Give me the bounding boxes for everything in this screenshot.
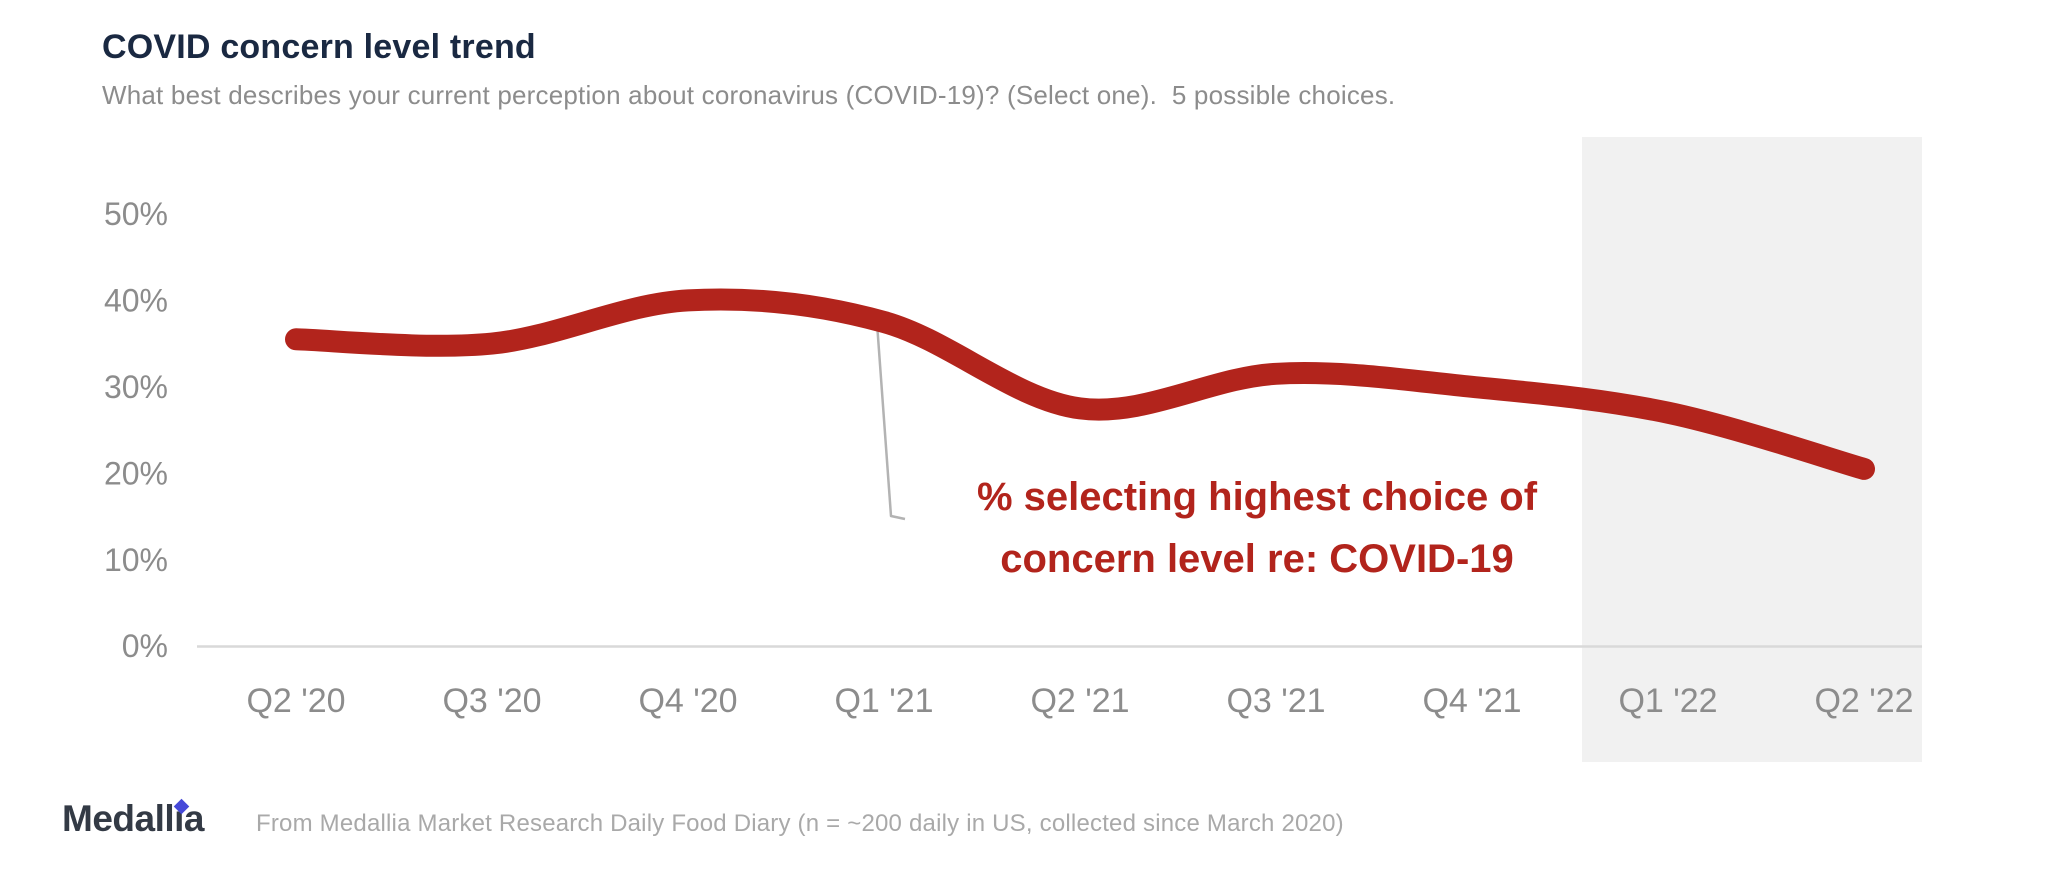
annotation-leader-line <box>875 322 906 521</box>
medallia-logo: Medallia <box>62 798 205 840</box>
forecast-highlight-band <box>1582 137 1922 762</box>
y-tick-label: 30% <box>104 369 168 405</box>
y-tick-label: 0% <box>122 628 168 664</box>
x-tick-label: Q4 '21 <box>1422 682 1521 720</box>
annotation-line-2: concern level re: COVID-19 <box>1000 537 1514 581</box>
y-tick-label: 20% <box>104 456 168 492</box>
chart-subtitle: What best describes your current percept… <box>102 80 1396 110</box>
y-tick-label: 50% <box>104 196 168 232</box>
y-tick-label: 40% <box>104 283 168 319</box>
x-tick-label: Q2 '20 <box>246 682 345 720</box>
x-axis: Q2 '20 Q3 '20 Q4 '20 Q1 '21 Q2 '21 Q3 '2… <box>246 682 1913 720</box>
y-tick-label: 10% <box>104 542 168 578</box>
x-tick-label: Q1 '21 <box>834 682 933 720</box>
source-note: From Medallia Market Research Daily Food… <box>256 810 1344 837</box>
x-tick-label: Q2 '21 <box>1030 682 1129 720</box>
page-title: COVID concern level trend <box>102 28 536 66</box>
x-tick-label: Q4 '20 <box>638 682 737 720</box>
x-tick-label: Q3 '21 <box>1226 682 1325 720</box>
x-tick-label: Q2 '22 <box>1814 682 1913 720</box>
x-tick-label: Q1 '22 <box>1618 682 1717 720</box>
y-axis: 50% 40% 30% 20% 10% 0% <box>104 196 168 664</box>
annotation-line-1: % selecting highest choice of <box>976 475 1538 519</box>
trend-line <box>285 288 1875 480</box>
x-tick-label: Q3 '20 <box>442 682 541 720</box>
annotation-label: % selecting highest choice of concern le… <box>900 466 1614 590</box>
